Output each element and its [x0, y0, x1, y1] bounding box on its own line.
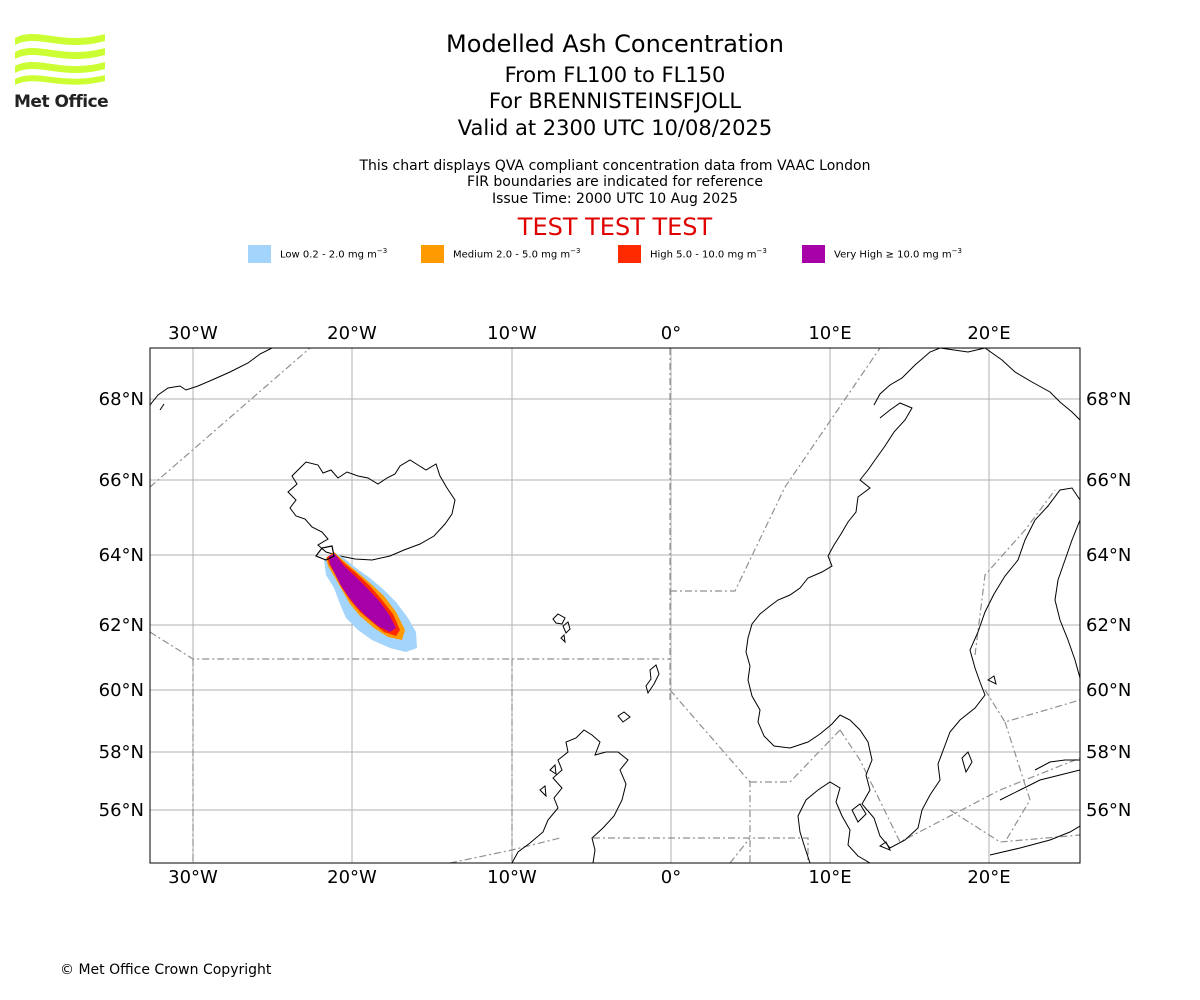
ash-plume — [324, 552, 417, 652]
legend-exponent: −3 — [376, 247, 388, 256]
lon-tick-top: 20°E — [967, 323, 1010, 344]
coastlines — [150, 348, 1080, 863]
chart-title: Modelled Ash Concentration — [446, 30, 784, 58]
lon-tick-top: 10°W — [487, 323, 537, 344]
legend-swatch-high — [618, 245, 641, 263]
volcano-marker — [315, 545, 335, 561]
met-office-logo-icon — [15, 34, 105, 85]
lat-tick-left: 62°N — [99, 615, 144, 636]
legend-label-high: High 5.0 - 10.0 mg m — [650, 249, 757, 261]
lon-tick-bottom: 20°E — [967, 867, 1010, 888]
lat-tick-right: 60°N — [1086, 680, 1131, 701]
lat-tick-left: 58°N — [99, 742, 144, 763]
logo-wordmark: Met Office — [14, 92, 109, 112]
lon-tick-top: 10°E — [808, 323, 851, 344]
lon-tick-bottom: 30°W — [168, 867, 218, 888]
gridlines — [150, 348, 1080, 863]
fir-boundaries — [150, 348, 1080, 863]
legend-exponent: −3 — [570, 247, 581, 256]
legend-swatch-very-high — [802, 245, 825, 263]
flight-levels: From FL100 to FL150 — [504, 63, 726, 87]
legend-exponent: −3 — [756, 247, 767, 256]
legend-label-medium: Medium 2.0 - 5.0 mg m — [453, 249, 571, 261]
legend-exponent: −3 — [951, 247, 962, 256]
lat-tick-right: 62°N — [1086, 615, 1131, 636]
test-banner: TEST TEST TEST — [517, 213, 713, 241]
valid-time: Valid at 2300 UTC 10/08/2025 — [457, 116, 773, 140]
lat-tick-left: 60°N — [99, 680, 144, 701]
legend-label-low: Low 0.2 - 2.0 mg m — [280, 249, 377, 261]
lat-tick-left: 66°N — [99, 470, 144, 491]
lat-tick-right: 58°N — [1086, 742, 1131, 763]
ash-plume-very-high — [329, 554, 396, 632]
note-qva: This chart displays QVA compliant concen… — [359, 158, 871, 174]
lat-tick-right: 56°N — [1086, 800, 1131, 821]
legend-item-very-high: Very High ≥ 10.0 mg m−3 — [802, 244, 962, 264]
lat-tick-left: 64°N — [99, 545, 144, 566]
legend-label-very-high: Very High ≥ 10.0 mg m — [834, 249, 952, 261]
note-fir: FIR boundaries are indicated for referen… — [467, 174, 763, 190]
lat-tick-right: 64°N — [1086, 545, 1131, 566]
lon-tick-bottom: 0° — [661, 867, 681, 888]
lon-tick-top: 20°W — [327, 323, 377, 344]
legend-item-low: Low 0.2 - 2.0 mg m−3 — [248, 244, 387, 264]
lon-tick-bottom: 20°W — [327, 867, 377, 888]
lat-tick-right: 66°N — [1086, 470, 1131, 491]
lon-tick-bottom: 10°W — [487, 867, 537, 888]
map-frame — [149, 347, 1081, 864]
issue-time: Issue Time: 2000 UTC 10 Aug 2025 — [491, 191, 739, 207]
legend-item-high: High 5.0 - 10.0 mg m−3 — [618, 244, 767, 264]
lat-tick-left: 56°N — [99, 800, 144, 821]
legend-item-medium: Medium 2.0 - 5.0 mg m−3 — [421, 244, 580, 264]
lon-tick-bottom: 10°E — [808, 867, 851, 888]
legend-swatch-low — [248, 245, 271, 263]
legend-swatch-medium — [421, 245, 444, 263]
lon-tick-top: 0° — [661, 323, 681, 344]
lat-tick-left: 68°N — [99, 389, 144, 410]
copyright-notice: © Met Office Crown Copyright — [60, 962, 272, 978]
lat-tick-right: 68°N — [1086, 389, 1131, 410]
volcano-name: For BRENNISTEINSFJOLL — [488, 89, 742, 113]
lon-tick-top: 30°W — [168, 323, 218, 344]
